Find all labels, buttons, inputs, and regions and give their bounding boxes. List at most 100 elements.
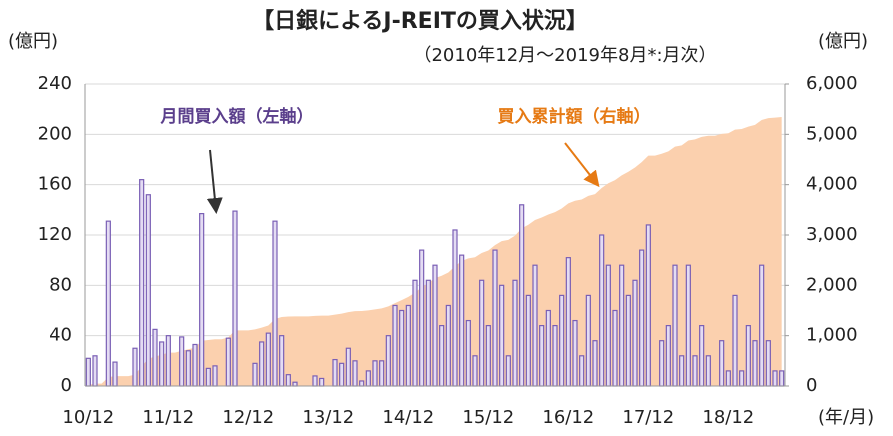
- bar: [145, 194, 151, 387]
- bar: [592, 340, 598, 387]
- bar: [459, 254, 465, 387]
- bar: [732, 294, 738, 387]
- bar: [599, 234, 605, 387]
- bar: [405, 304, 411, 387]
- y-tick-label: 40: [49, 325, 72, 346]
- y2-unit: (億円): [818, 31, 868, 52]
- bar: [579, 355, 585, 387]
- chart-title: 【日銀によるJ-REITの買入状況】: [252, 9, 588, 34]
- x-tick-label: 16/12: [542, 407, 594, 428]
- bar: [272, 220, 278, 387]
- bar: [179, 336, 185, 387]
- bar: [779, 370, 785, 387]
- bar: [539, 325, 545, 387]
- bar: [659, 340, 665, 387]
- bar: [252, 362, 258, 387]
- legend-label: 月間買入額（左軸）: [160, 106, 314, 127]
- bar: [392, 304, 398, 387]
- bar: [432, 264, 438, 387]
- y2-tick-label: 4,000: [806, 174, 858, 195]
- bar: [725, 370, 731, 387]
- bar: [439, 325, 445, 387]
- bar: [105, 220, 111, 387]
- y-tick-label: 200: [38, 123, 72, 144]
- bar: [339, 362, 345, 387]
- bar: [479, 279, 485, 387]
- bar: [472, 355, 478, 387]
- x-tick-label: 18/12: [702, 407, 754, 428]
- bar: [645, 224, 651, 387]
- bar: [772, 370, 778, 387]
- bar: [632, 279, 638, 387]
- bar: [112, 361, 118, 387]
- bar: [745, 325, 751, 387]
- arrow: [564, 142, 600, 188]
- bar: [192, 343, 198, 387]
- bar: [525, 294, 531, 387]
- x-tick-label: 14/12: [382, 407, 434, 428]
- y2-tick-label: 0: [806, 375, 817, 396]
- bar: [372, 360, 378, 387]
- bar: [559, 294, 565, 387]
- bar: [565, 257, 571, 387]
- y2-tick-label: 1,000: [806, 325, 858, 346]
- bar: [265, 332, 271, 387]
- bar: [452, 229, 458, 387]
- bar: [412, 279, 418, 387]
- bar: [552, 325, 558, 387]
- bar: [545, 309, 551, 387]
- bar: [345, 347, 351, 387]
- bar: [752, 340, 758, 387]
- bar: [232, 210, 238, 387]
- bar: [519, 204, 525, 387]
- bar: [385, 335, 391, 387]
- y-tick-label: 240: [38, 73, 72, 94]
- bar: [665, 325, 671, 387]
- bar: [85, 357, 91, 387]
- y-unit: (億円): [8, 31, 58, 52]
- bar: [505, 355, 511, 387]
- bar: [625, 294, 631, 387]
- bar: [159, 341, 165, 387]
- bar: [359, 380, 365, 387]
- x-tick-label: 15/12: [462, 407, 514, 428]
- legend-label: 買入累計額（右軸）: [498, 106, 651, 127]
- bar: [445, 304, 451, 387]
- y-tick-label: 0: [61, 375, 72, 396]
- x-tick-label: 17/12: [622, 407, 674, 428]
- bar: [619, 264, 625, 387]
- bar: [692, 355, 698, 387]
- y2-tick-label: 5,000: [806, 123, 858, 144]
- bar: [532, 264, 538, 387]
- y2-tick-label: 6,000: [806, 73, 858, 94]
- y-tick-label: 160: [38, 174, 72, 195]
- bar: [672, 264, 678, 387]
- bar: [685, 264, 691, 387]
- bar: [365, 370, 371, 387]
- bar: [572, 319, 578, 387]
- bar: [212, 365, 218, 387]
- bar: [199, 213, 205, 387]
- bar: [739, 370, 745, 387]
- bar: [185, 350, 191, 387]
- x-unit: (年/月): [818, 407, 874, 428]
- bar: [719, 340, 725, 387]
- bar: [285, 374, 291, 387]
- bar: [759, 264, 765, 387]
- bar: [612, 309, 618, 387]
- bar: [139, 179, 145, 387]
- bar: [225, 337, 231, 387]
- bar: [319, 377, 325, 387]
- bar: [205, 367, 211, 387]
- chart-subtitle: （2010年12月～2019年8月*:月次）: [413, 45, 716, 66]
- bar: [399, 309, 405, 387]
- y2-tick-label: 3,000: [806, 224, 858, 245]
- bar: [165, 335, 171, 387]
- bar: [312, 375, 318, 387]
- bar: [259, 341, 265, 387]
- arrow: [206, 149, 223, 214]
- bar: [705, 355, 711, 387]
- bar: [585, 294, 591, 387]
